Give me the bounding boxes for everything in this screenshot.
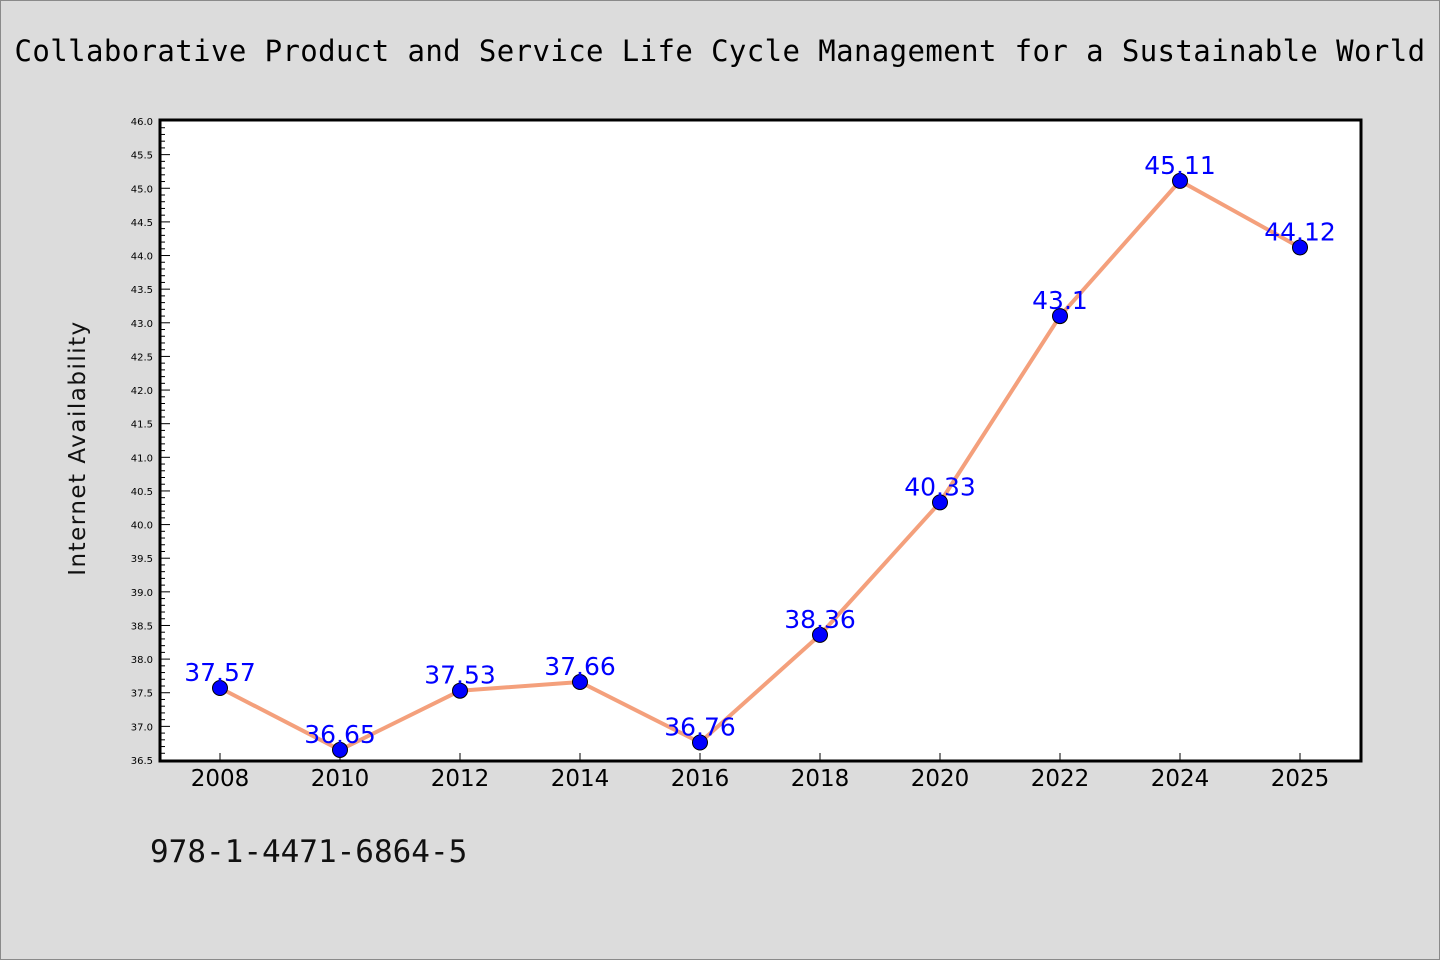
y-tick-label: 37.5 <box>131 689 153 700</box>
chart-title: Collaborative Product and Service Life C… <box>14 34 1426 68</box>
data-point <box>332 741 348 758</box>
y-tick-label: 41.5 <box>131 420 153 431</box>
data-point <box>452 682 468 699</box>
x-tick-label: 2022 <box>1031 766 1090 792</box>
series-line <box>219 178 1301 752</box>
data-label: 37.53 <box>424 661 496 690</box>
y-tick-label: 43.0 <box>131 319 153 330</box>
y-tick-label: 46.0 <box>131 117 153 128</box>
data-label: 37.57 <box>184 658 256 687</box>
plot-area <box>158 118 1363 763</box>
y-tick-label: 43.5 <box>131 285 153 296</box>
data-label: 36.76 <box>664 713 736 742</box>
x-tick-label: 2010 <box>311 766 370 792</box>
data-point <box>572 673 588 690</box>
x-tick-label: 2008 <box>191 766 250 792</box>
data-label: 44.12 <box>1264 217 1336 246</box>
y-tick-label: 39.0 <box>131 588 153 599</box>
data-label: 45.11 <box>1144 151 1216 180</box>
data-label: 37.66 <box>544 652 616 681</box>
y-tick-label: 44.5 <box>131 218 153 229</box>
data-point <box>1172 172 1188 189</box>
y-tick-label: 39.5 <box>131 554 153 565</box>
x-tick-label: 2018 <box>791 766 850 792</box>
data-point <box>1052 308 1068 325</box>
data-labels: 37.57 36.65 37.53 37.66 36.76 38.36 40.33 43.1 4… <box>184 151 1336 749</box>
data-label: 40.33 <box>904 472 976 501</box>
y-axis-ticks: 36.5 37.0 37.5 38.0 38.5 39.0 39.5 40.0 40.5 41.0… <box>131 117 170 767</box>
y-tick-label: 41.0 <box>131 453 153 464</box>
data-point <box>212 680 228 697</box>
y-tick-label: 45.5 <box>131 151 153 162</box>
data-point <box>812 626 828 643</box>
isbn-text: 978-1-4471-6864-5 <box>150 834 468 870</box>
y-tick-label: 38.5 <box>131 621 153 632</box>
y-tick-label: 40.0 <box>131 521 153 532</box>
y-tick-label: 36.5 <box>131 756 153 767</box>
x-tick-label: 2025 <box>1271 766 1330 792</box>
y-tick-label: 45.0 <box>131 184 153 195</box>
data-point <box>932 494 948 511</box>
y-tick-label: 37.0 <box>131 722 153 733</box>
data-point <box>1292 239 1308 256</box>
data-points <box>212 172 1308 758</box>
y-axis-label: Internet Availability <box>65 320 91 576</box>
y-tick-label: 42.0 <box>131 386 153 397</box>
x-axis-ticks: 2008 2010 2012 2014 2016 2018 2020 2022 2024 2025 <box>191 753 1330 792</box>
y-tick-label: 44.0 <box>131 252 153 263</box>
x-tick-label: 2014 <box>551 766 610 792</box>
y-tick-label: 42.5 <box>131 352 153 363</box>
x-tick-label: 2016 <box>671 766 730 792</box>
x-tick-label: 2012 <box>431 766 490 792</box>
y-tick-label: 38.0 <box>131 655 153 666</box>
data-label: 43.1 <box>1032 286 1088 315</box>
data-point <box>692 734 708 751</box>
x-tick-label: 2024 <box>1151 766 1210 792</box>
x-tick-label: 2020 <box>911 766 970 792</box>
data-label: 38.36 <box>784 605 856 634</box>
y-tick-label: 40.5 <box>131 487 153 498</box>
data-label: 36.65 <box>304 720 376 749</box>
